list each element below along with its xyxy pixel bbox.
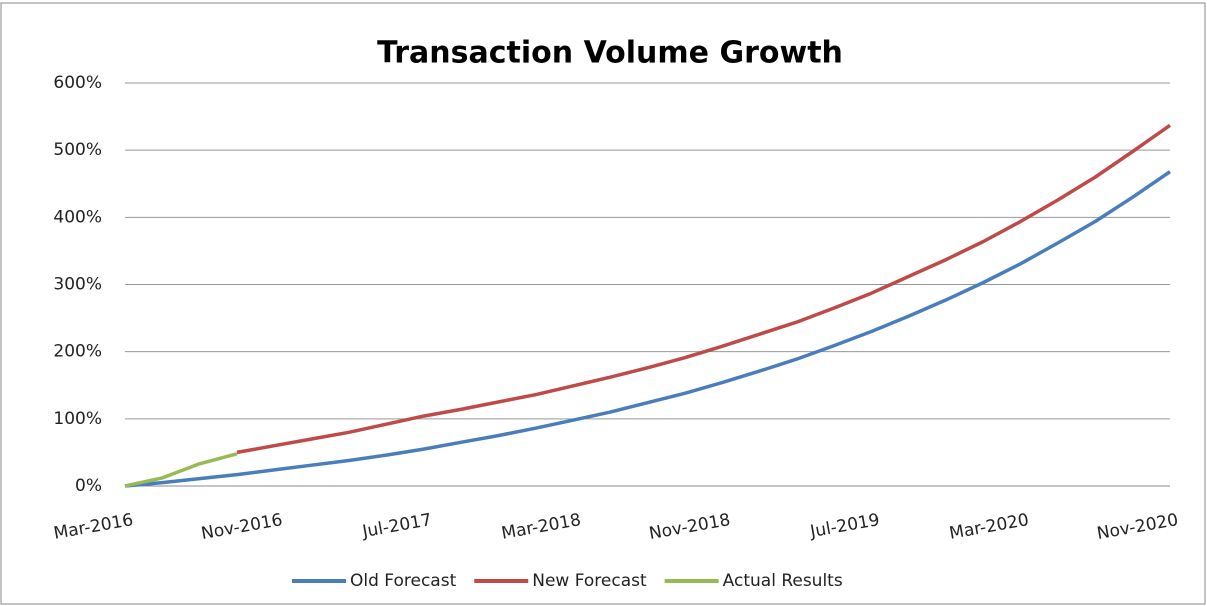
y-tick-label: 200% (53, 342, 102, 362)
legend-label: New Forecast (532, 571, 647, 591)
series-line (124, 170, 1171, 488)
y-tick-label: 600% (53, 73, 102, 93)
series-line (124, 452, 238, 488)
legend-label: Old Forecast (350, 571, 457, 591)
series-line (236, 123, 1172, 455)
y-tick-label: 100% (53, 409, 102, 429)
y-tick-label: 300% (53, 275, 102, 295)
y-tick-label: 0% (75, 476, 102, 496)
y-tick-label: 500% (53, 140, 102, 160)
y-tick-label: 400% (53, 207, 102, 227)
chart-title: Transaction Volume Growth (377, 36, 843, 71)
legend: Old Forecast New Forecast Actual Results (292, 571, 843, 591)
legend-label: Actual Results (723, 571, 843, 591)
